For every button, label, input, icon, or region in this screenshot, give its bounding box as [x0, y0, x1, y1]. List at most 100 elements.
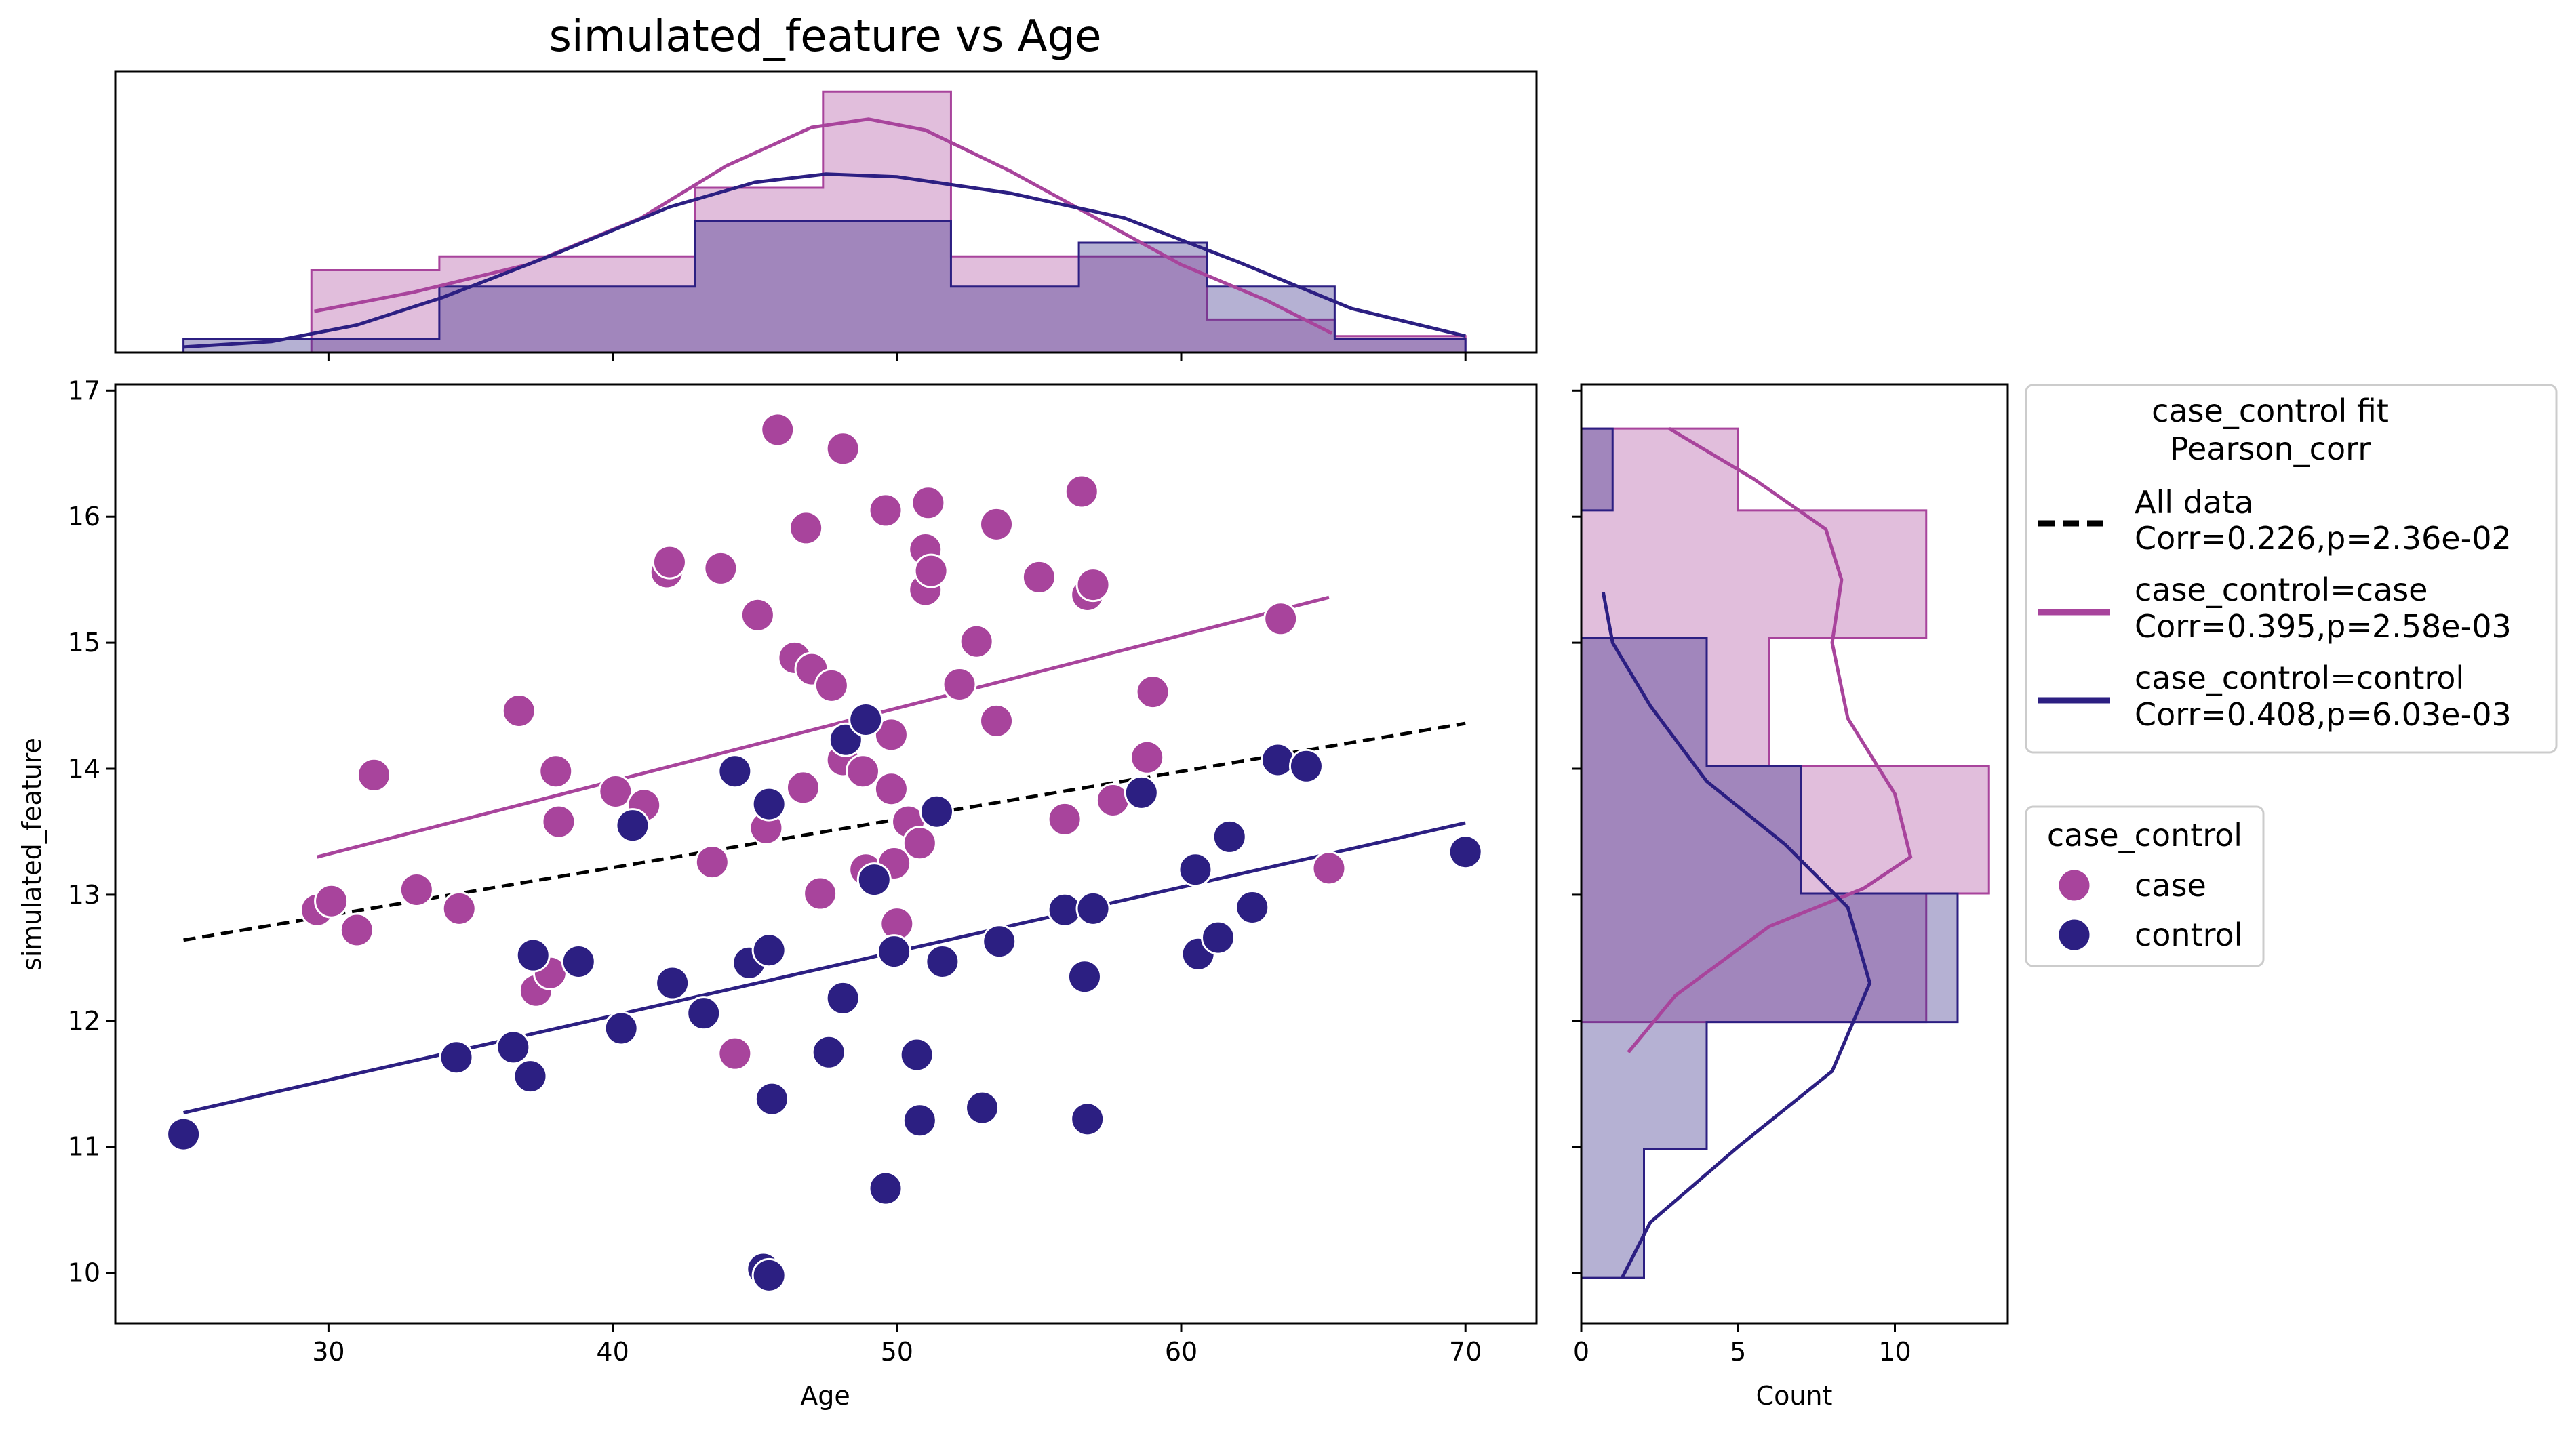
scatter-point-control — [1288, 748, 1324, 784]
scatter-point-case — [339, 912, 374, 948]
top-hist-control — [182, 220, 1467, 354]
scatter-point-case — [845, 754, 880, 789]
scatter-point-control — [925, 944, 960, 979]
fit-line-case — [317, 595, 1330, 859]
scatter-point-case — [1064, 474, 1099, 509]
scatter-point-control — [686, 996, 721, 1031]
scatter-point-control — [868, 1171, 903, 1206]
right-marginal-histogram: 0 5 10 Count — [1572, 383, 2009, 1411]
right-axes-frame — [1580, 383, 2009, 1325]
scatter-point-control — [717, 754, 753, 789]
scatter-point-control — [848, 702, 884, 738]
fit-line-control — [183, 821, 1466, 1114]
scatter-point-case — [541, 804, 576, 839]
right-x-axis-label: Count — [1756, 1381, 1833, 1411]
scatter-point-case — [399, 872, 434, 907]
right-x-tick-label: 10 — [1878, 1337, 1911, 1367]
right-hist-control — [1580, 427, 1959, 1279]
scatter-point-control — [166, 1116, 201, 1152]
scatter-point-case — [911, 485, 946, 521]
scatter-point-control — [751, 933, 787, 968]
legend-group-label-case: case — [2135, 867, 2206, 904]
main-scatter-plot: 30 40 50 60 70 10 11 12 13 14 15 16 17 Age simulate… — [17, 376, 1538, 1411]
scatter-point-case — [314, 883, 349, 919]
scatter-point-case — [1075, 567, 1111, 603]
legend-fit-label-control-line2: Corr=0.408,p=6.03e-03 — [2135, 696, 2512, 733]
legend-fit-title-line2: Pearson_corr — [2170, 430, 2371, 467]
legend-group: case_control case control — [2025, 805, 2265, 967]
x-tick-label: 60 — [1165, 1337, 1197, 1367]
scatter-point-case — [1311, 851, 1347, 886]
y-tick-label: 15 — [68, 628, 100, 658]
legend-fit-label-all-line2: Corr=0.226,p=2.36e-02 — [2135, 520, 2512, 557]
x-tick-label: 70 — [1449, 1337, 1482, 1367]
scatter-point-case — [1021, 559, 1056, 595]
scatter-point-case — [703, 550, 738, 586]
scatter-point-case — [1263, 601, 1299, 637]
scatter-point-case — [652, 544, 687, 580]
scatter-point-control — [1070, 1102, 1105, 1137]
scatter-point-case — [902, 826, 937, 861]
legend-fit-label-case-line2: Corr=0.395,p=2.58e-03 — [2135, 608, 2512, 645]
legend-fit-label-control-line1: case_control=control — [2135, 660, 2464, 696]
scatter-point-case — [1095, 782, 1130, 818]
scatter-point-case — [873, 771, 909, 807]
scatter-point-control — [751, 1257, 787, 1293]
fit-line-all — [183, 721, 1466, 942]
legend-marker-control — [2057, 917, 2092, 952]
x-axis-label: Age — [800, 1381, 850, 1411]
scatter-point-case — [873, 717, 909, 752]
scatter-point-case — [441, 891, 477, 926]
scatter-point-control — [561, 944, 596, 979]
scatter-point-case — [825, 431, 860, 466]
scatter-point-case — [740, 597, 775, 632]
scatter-point-control — [856, 862, 892, 898]
scatter-point-case — [803, 876, 838, 911]
y-tick-label: 12 — [68, 1006, 100, 1036]
scatter-point-control — [1075, 891, 1111, 926]
legend-fit-label-case-line1: case_control=case — [2135, 571, 2428, 608]
scatter-point-control — [1261, 742, 1296, 778]
scatter-point-case — [868, 493, 903, 528]
y-axis-label: simulated_feature — [17, 738, 47, 971]
scatter-point-case — [694, 845, 730, 880]
scatter-point-case — [1130, 740, 1165, 775]
right-kde-case — [1627, 426, 1913, 1053]
top-kde-control — [183, 172, 1466, 349]
scatter-point-case — [913, 553, 949, 588]
legend-fit: case_control fit Pearson_corr All data C… — [2025, 384, 2558, 754]
scatter-point-case — [1135, 675, 1170, 710]
y-tick-label: 10 — [68, 1258, 100, 1288]
scatter-point-control — [1200, 920, 1235, 955]
scatter-point-case — [501, 693, 536, 728]
x-tick-label: 30 — [312, 1337, 344, 1367]
scatter-point-control — [1448, 834, 1483, 870]
scatter-point-case — [942, 666, 977, 702]
main-axes-frame — [114, 383, 1538, 1325]
x-tick-label: 40 — [596, 1337, 629, 1367]
scatter-point-control — [899, 1037, 934, 1072]
top-marginal-histogram — [114, 70, 1538, 361]
y-tick-label: 14 — [68, 754, 100, 784]
scatter-point-control — [1212, 819, 1247, 854]
scatter-point-case — [598, 773, 633, 809]
legend-fit-frame — [2025, 384, 2558, 754]
scatter-point-case — [760, 412, 795, 447]
scatter-point-control — [919, 794, 954, 829]
scatter-point-case — [979, 506, 1014, 542]
scatter-point-case — [979, 703, 1014, 738]
top-axes-frame — [114, 70, 1538, 354]
scatter-point-control — [751, 786, 787, 822]
x-tick-label: 50 — [881, 1337, 913, 1367]
scatter-point-control — [615, 808, 650, 843]
scatter-point-case — [1047, 801, 1082, 837]
scatter-point-control — [1178, 852, 1213, 887]
scatter-point-control — [1067, 959, 1102, 994]
y-tick-label: 16 — [68, 502, 100, 531]
scatter-point-control — [496, 1030, 531, 1065]
scatter-point-control — [754, 1081, 789, 1116]
chart-title: simulated_feature vs Age — [549, 12, 1102, 62]
scatter-point-control — [902, 1103, 937, 1138]
y-tick-label: 11 — [68, 1132, 100, 1162]
